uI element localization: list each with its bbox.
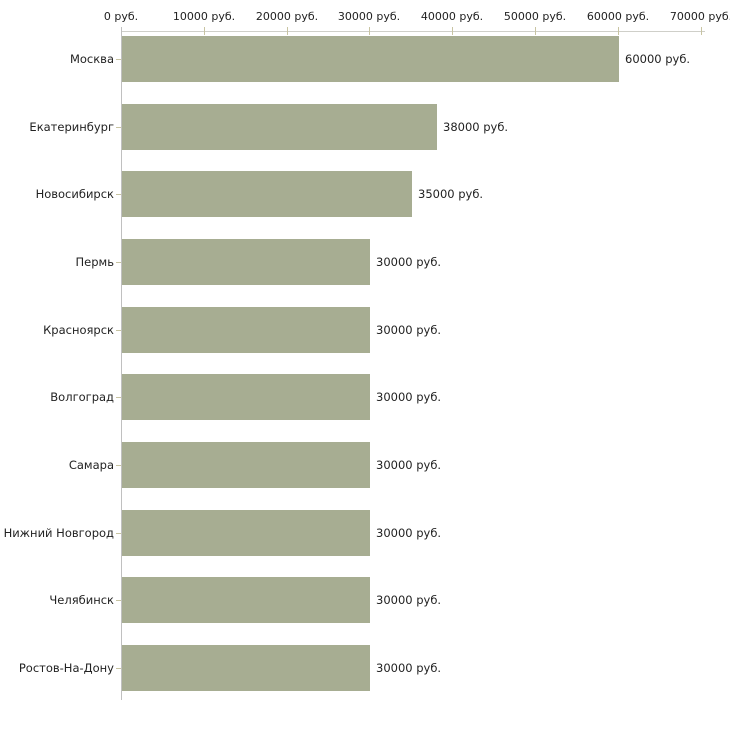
value-label: 30000 руб. (376, 661, 442, 675)
x-axis-tick-label: 60000 руб. (586, 10, 650, 23)
bar (122, 510, 370, 556)
value-label: 38000 руб. (443, 120, 509, 134)
category-label: Екатеринбург (29, 120, 114, 134)
value-label: 30000 руб. (376, 323, 442, 337)
category-label: Москва (69, 52, 114, 66)
y-axis-tick (116, 262, 121, 263)
value-label: 30000 руб. (376, 526, 442, 540)
x-axis-tick (618, 27, 619, 35)
x-axis-tick-label: 50000 руб. (503, 10, 567, 23)
category-label: Нижний Новгород (3, 526, 114, 540)
bar (122, 577, 370, 623)
x-axis-tick (535, 27, 536, 35)
value-label: 35000 руб. (418, 187, 484, 201)
x-axis-tick-label: 20000 руб. (255, 10, 319, 23)
x-axis-tick-label: 10000 руб. (172, 10, 236, 23)
x-axis-tick-label: 70000 руб. (669, 10, 730, 23)
value-label: 60000 руб. (625, 52, 691, 66)
y-axis-tick (116, 668, 121, 669)
x-axis-tick-label: 0 руб. (103, 10, 139, 23)
x-axis-tick (452, 27, 453, 35)
x-axis-tick (369, 27, 370, 35)
bar (122, 645, 370, 691)
value-label: 30000 руб. (376, 458, 442, 472)
category-label: Ростов-На-Дону (18, 661, 114, 675)
bar (122, 307, 370, 353)
y-axis-tick (116, 465, 121, 466)
category-label: Волгоград (50, 390, 114, 404)
category-label: Красноярск (43, 323, 114, 337)
bar (122, 442, 370, 488)
y-axis-tick (116, 59, 121, 60)
value-label: 30000 руб. (376, 255, 442, 269)
x-axis-tick (204, 27, 205, 35)
bar (122, 104, 437, 150)
x-axis-tick (701, 27, 702, 35)
x-axis-tick (287, 27, 288, 35)
y-axis-tick (116, 330, 121, 331)
value-label: 30000 руб. (376, 390, 442, 404)
y-axis-tick (116, 194, 121, 195)
category-label: Самара (68, 458, 114, 472)
value-label: 30000 руб. (376, 593, 442, 607)
bar (122, 374, 370, 420)
y-axis-tick (116, 533, 121, 534)
category-label: Челябинск (49, 593, 114, 607)
x-axis-line (121, 31, 705, 32)
y-axis-tick (116, 397, 121, 398)
category-label: Новосибирск (35, 187, 114, 201)
x-axis-tick-label: 40000 руб. (420, 10, 484, 23)
bar (122, 36, 619, 82)
bar (122, 239, 370, 285)
y-axis-tick (116, 127, 121, 128)
x-axis-tick-label: 30000 руб. (337, 10, 401, 23)
y-axis-line (121, 27, 122, 700)
category-label: Пермь (75, 255, 114, 269)
y-axis-tick (116, 600, 121, 601)
bar (122, 171, 412, 217)
